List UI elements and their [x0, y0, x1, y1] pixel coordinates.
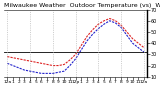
Text: Milwaukee Weather  Outdoor Temperature (vs)  Wind Chill (Last 24 Hours): Milwaukee Weather Outdoor Temperature (v…	[4, 3, 160, 8]
